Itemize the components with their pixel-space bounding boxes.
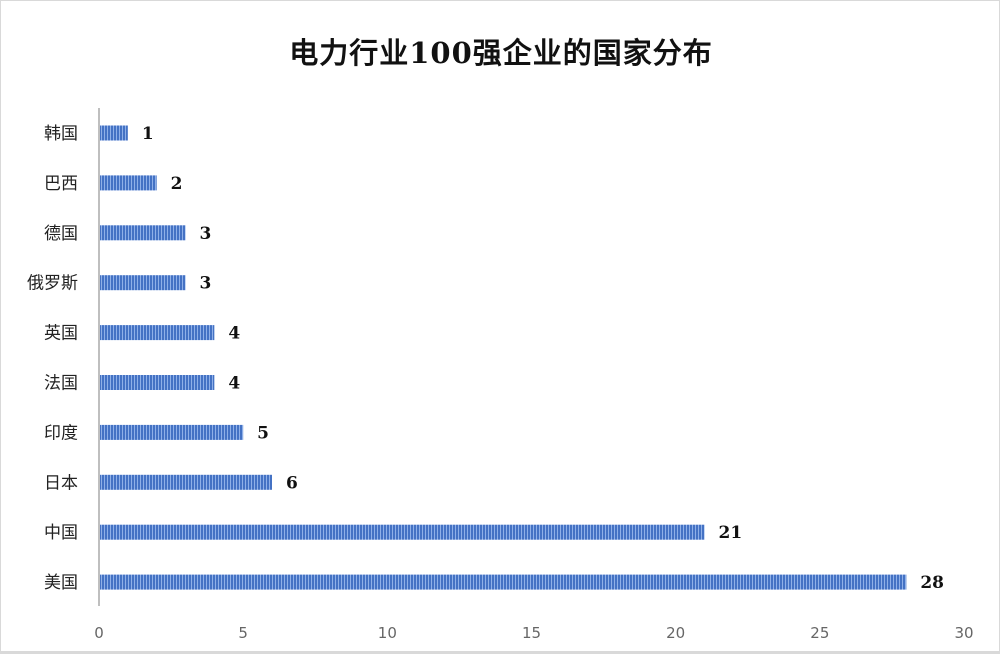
data-label: 4 bbox=[228, 374, 240, 394]
x-tick-label: 10 bbox=[378, 624, 397, 642]
bar bbox=[99, 375, 215, 390]
category-label: 韩国 bbox=[44, 124, 78, 144]
bar bbox=[99, 275, 186, 291]
bar bbox=[99, 175, 157, 191]
data-label: 3 bbox=[200, 224, 212, 244]
x-tick-label: 15 bbox=[522, 624, 541, 642]
category-label: 中国 bbox=[44, 523, 78, 543]
x-tick-label: 20 bbox=[666, 624, 685, 642]
data-label: 4 bbox=[228, 324, 240, 344]
data-label: 1 bbox=[142, 124, 154, 144]
bar bbox=[99, 474, 272, 490]
x-tick-label: 0 bbox=[94, 624, 104, 642]
data-label: 2 bbox=[171, 174, 183, 194]
category-label: 日本 bbox=[44, 473, 78, 493]
category-label: 巴西 bbox=[44, 174, 78, 194]
category-label: 美国 bbox=[44, 573, 78, 593]
category-label: 俄罗斯 bbox=[27, 274, 78, 294]
data-label: 5 bbox=[257, 423, 269, 443]
data-label: 21 bbox=[719, 523, 743, 543]
bar bbox=[99, 325, 215, 341]
bar bbox=[99, 424, 244, 440]
x-tick-label: 30 bbox=[954, 624, 973, 642]
x-tick-label: 5 bbox=[238, 624, 248, 642]
chart-title: 电力行业100强企业的国家分布 bbox=[289, 36, 713, 70]
category-label: 英国 bbox=[44, 324, 78, 344]
data-label: 28 bbox=[920, 573, 944, 593]
category-label: 法国 bbox=[44, 374, 78, 394]
category-label: 印度 bbox=[44, 423, 78, 443]
bar bbox=[99, 524, 705, 540]
x-tick-label: 25 bbox=[810, 624, 829, 642]
data-label: 6 bbox=[286, 473, 298, 493]
bar bbox=[99, 125, 128, 141]
data-label: 3 bbox=[200, 274, 212, 294]
bar bbox=[99, 225, 186, 241]
bar bbox=[99, 574, 907, 590]
category-label: 德国 bbox=[44, 224, 78, 244]
